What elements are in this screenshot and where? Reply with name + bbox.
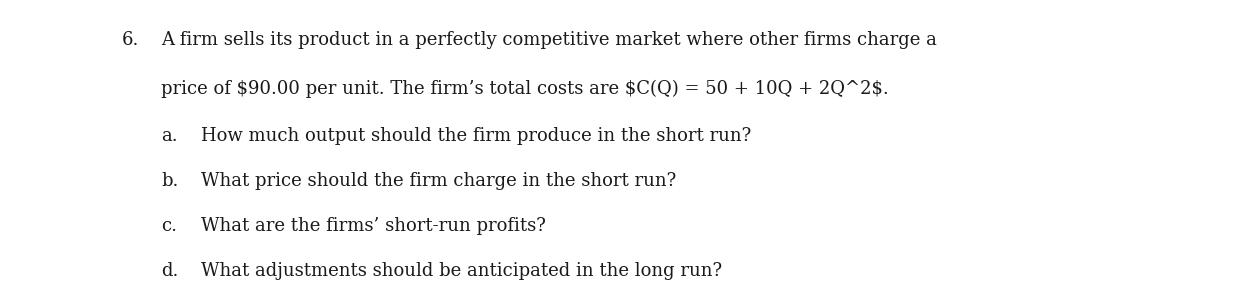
Text: price of $90.00 per unit. The firm’s total costs are $C(Q) = 50 + 10Q + 2Q^2$.: price of $90.00 per unit. The firm’s tot… (161, 80, 889, 98)
Text: b.: b. (161, 172, 179, 190)
Text: What price should the firm charge in the short run?: What price should the firm charge in the… (201, 172, 677, 190)
Text: c.: c. (161, 217, 178, 235)
Text: A firm sells its product in a perfectly competitive market where other firms cha: A firm sells its product in a perfectly … (161, 31, 938, 49)
Text: 6.: 6. (122, 31, 139, 49)
Text: What adjustments should be anticipated in the long run?: What adjustments should be anticipated i… (201, 262, 723, 281)
Text: What are the firms’ short-run profits?: What are the firms’ short-run profits? (201, 217, 546, 235)
Text: d.: d. (161, 262, 179, 281)
Text: How much output should the firm produce in the short run?: How much output should the firm produce … (201, 127, 751, 145)
Text: a.: a. (161, 127, 178, 145)
